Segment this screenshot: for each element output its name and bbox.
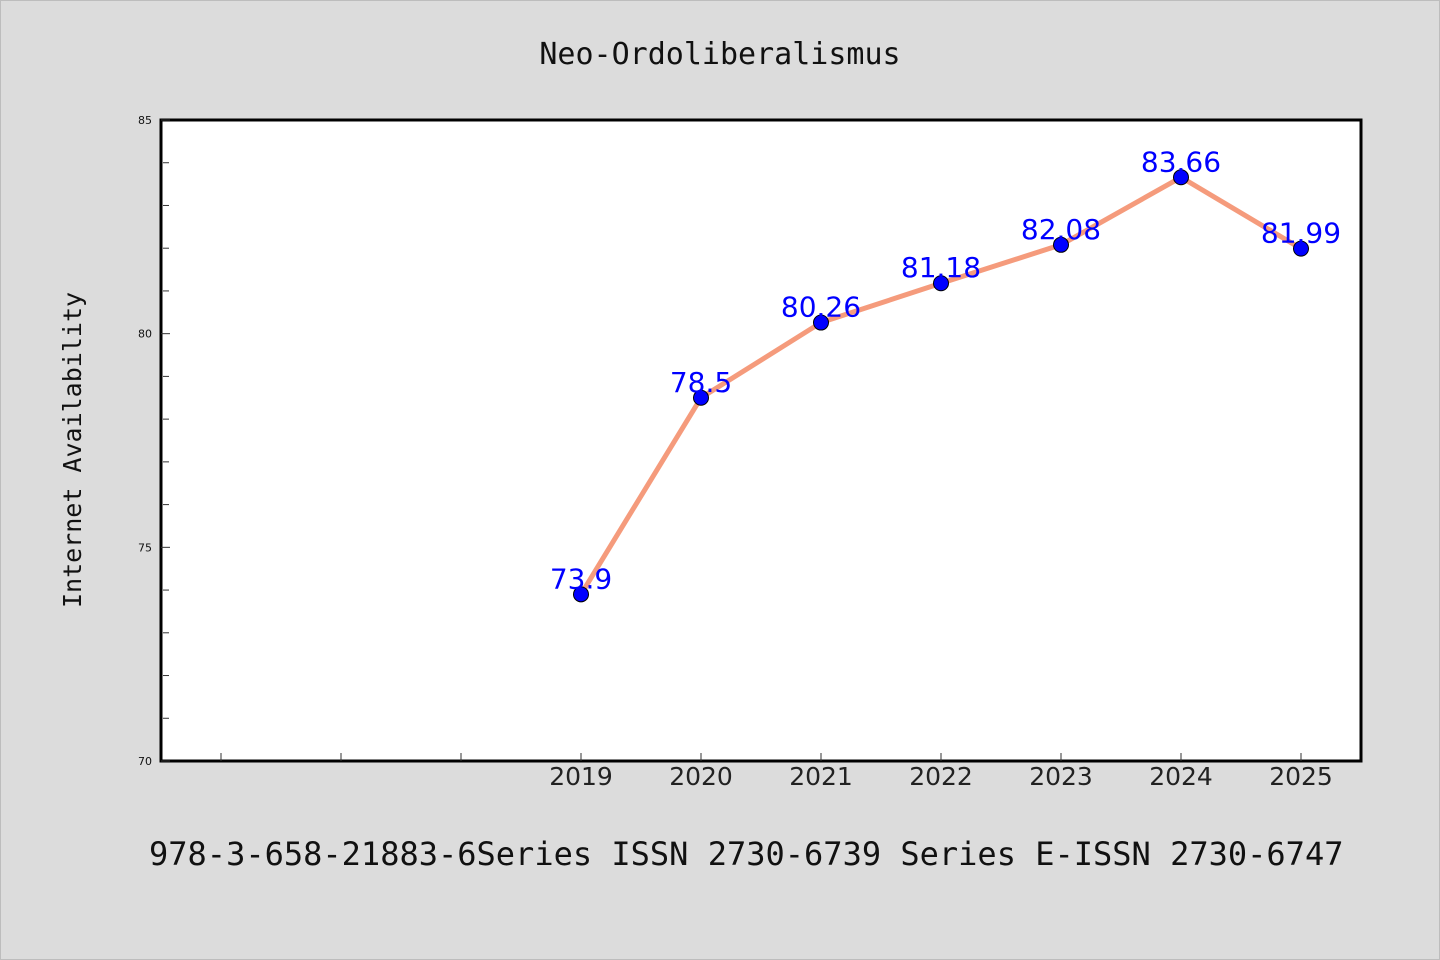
data-point bbox=[1293, 240, 1309, 257]
data-point bbox=[573, 586, 589, 603]
y-tick-label: 80 bbox=[138, 328, 152, 341]
x-tick-label: 2022 bbox=[909, 762, 973, 791]
x-tick-label: 2024 bbox=[1149, 762, 1213, 791]
x-tick-label: 2021 bbox=[789, 762, 853, 791]
y-tick-label: 85 bbox=[138, 114, 152, 127]
data-label: 73.9 bbox=[550, 562, 612, 595]
data-label: 81.18 bbox=[901, 251, 981, 284]
x-axis: 2019 2020 2021 2022 2023 2024 2025 bbox=[220, 753, 1333, 791]
y-tick-label: 75 bbox=[138, 541, 152, 554]
x-tick-label: 2023 bbox=[1029, 762, 1093, 791]
data-point bbox=[1053, 236, 1069, 253]
data-label: 78.5 bbox=[670, 366, 732, 399]
data-point bbox=[933, 275, 949, 292]
x-tick-label: 2025 bbox=[1269, 762, 1333, 791]
y-axis: 70 75 80 85 bbox=[138, 114, 170, 768]
plot-area bbox=[159, 118, 1363, 763]
data-label: 83.66 bbox=[1141, 145, 1221, 178]
data-label: 81.99 bbox=[1261, 217, 1341, 250]
data-label: 80.26 bbox=[781, 291, 861, 324]
chart-title: Neo-Ordoliberalismus bbox=[539, 37, 900, 72]
footer-identifiers: 978-3-658-21883-6Series ISSN 2730-6739 S… bbox=[149, 835, 1343, 873]
x-tick-label: 2019 bbox=[549, 762, 613, 791]
y-tick-label: 70 bbox=[138, 755, 152, 768]
data-point bbox=[693, 389, 709, 406]
y-axis-label: Internet Availability bbox=[58, 292, 87, 608]
series-layer: 73.9 78.5 80.26 81.18 82.08 83.66 81.99 bbox=[550, 145, 1341, 603]
x-tick-label: 2020 bbox=[669, 762, 733, 791]
data-label: 82.08 bbox=[1021, 213, 1101, 246]
data-point bbox=[1173, 169, 1189, 186]
data-point bbox=[813, 314, 829, 331]
